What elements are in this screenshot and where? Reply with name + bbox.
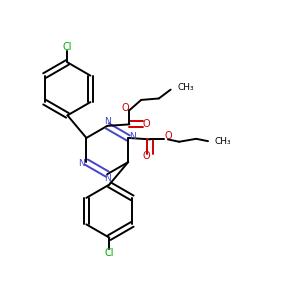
Text: O: O — [143, 119, 151, 129]
Text: N: N — [79, 159, 86, 168]
Text: CH₃: CH₃ — [214, 137, 231, 146]
Text: O: O — [122, 103, 129, 113]
Text: Cl: Cl — [104, 248, 114, 258]
Text: O: O — [165, 131, 172, 142]
Text: N: N — [129, 132, 136, 141]
Text: N: N — [104, 117, 111, 126]
Text: CH₃: CH₃ — [177, 83, 194, 92]
Text: N: N — [104, 174, 111, 183]
Text: Cl: Cl — [63, 42, 72, 52]
Text: O: O — [142, 152, 150, 161]
